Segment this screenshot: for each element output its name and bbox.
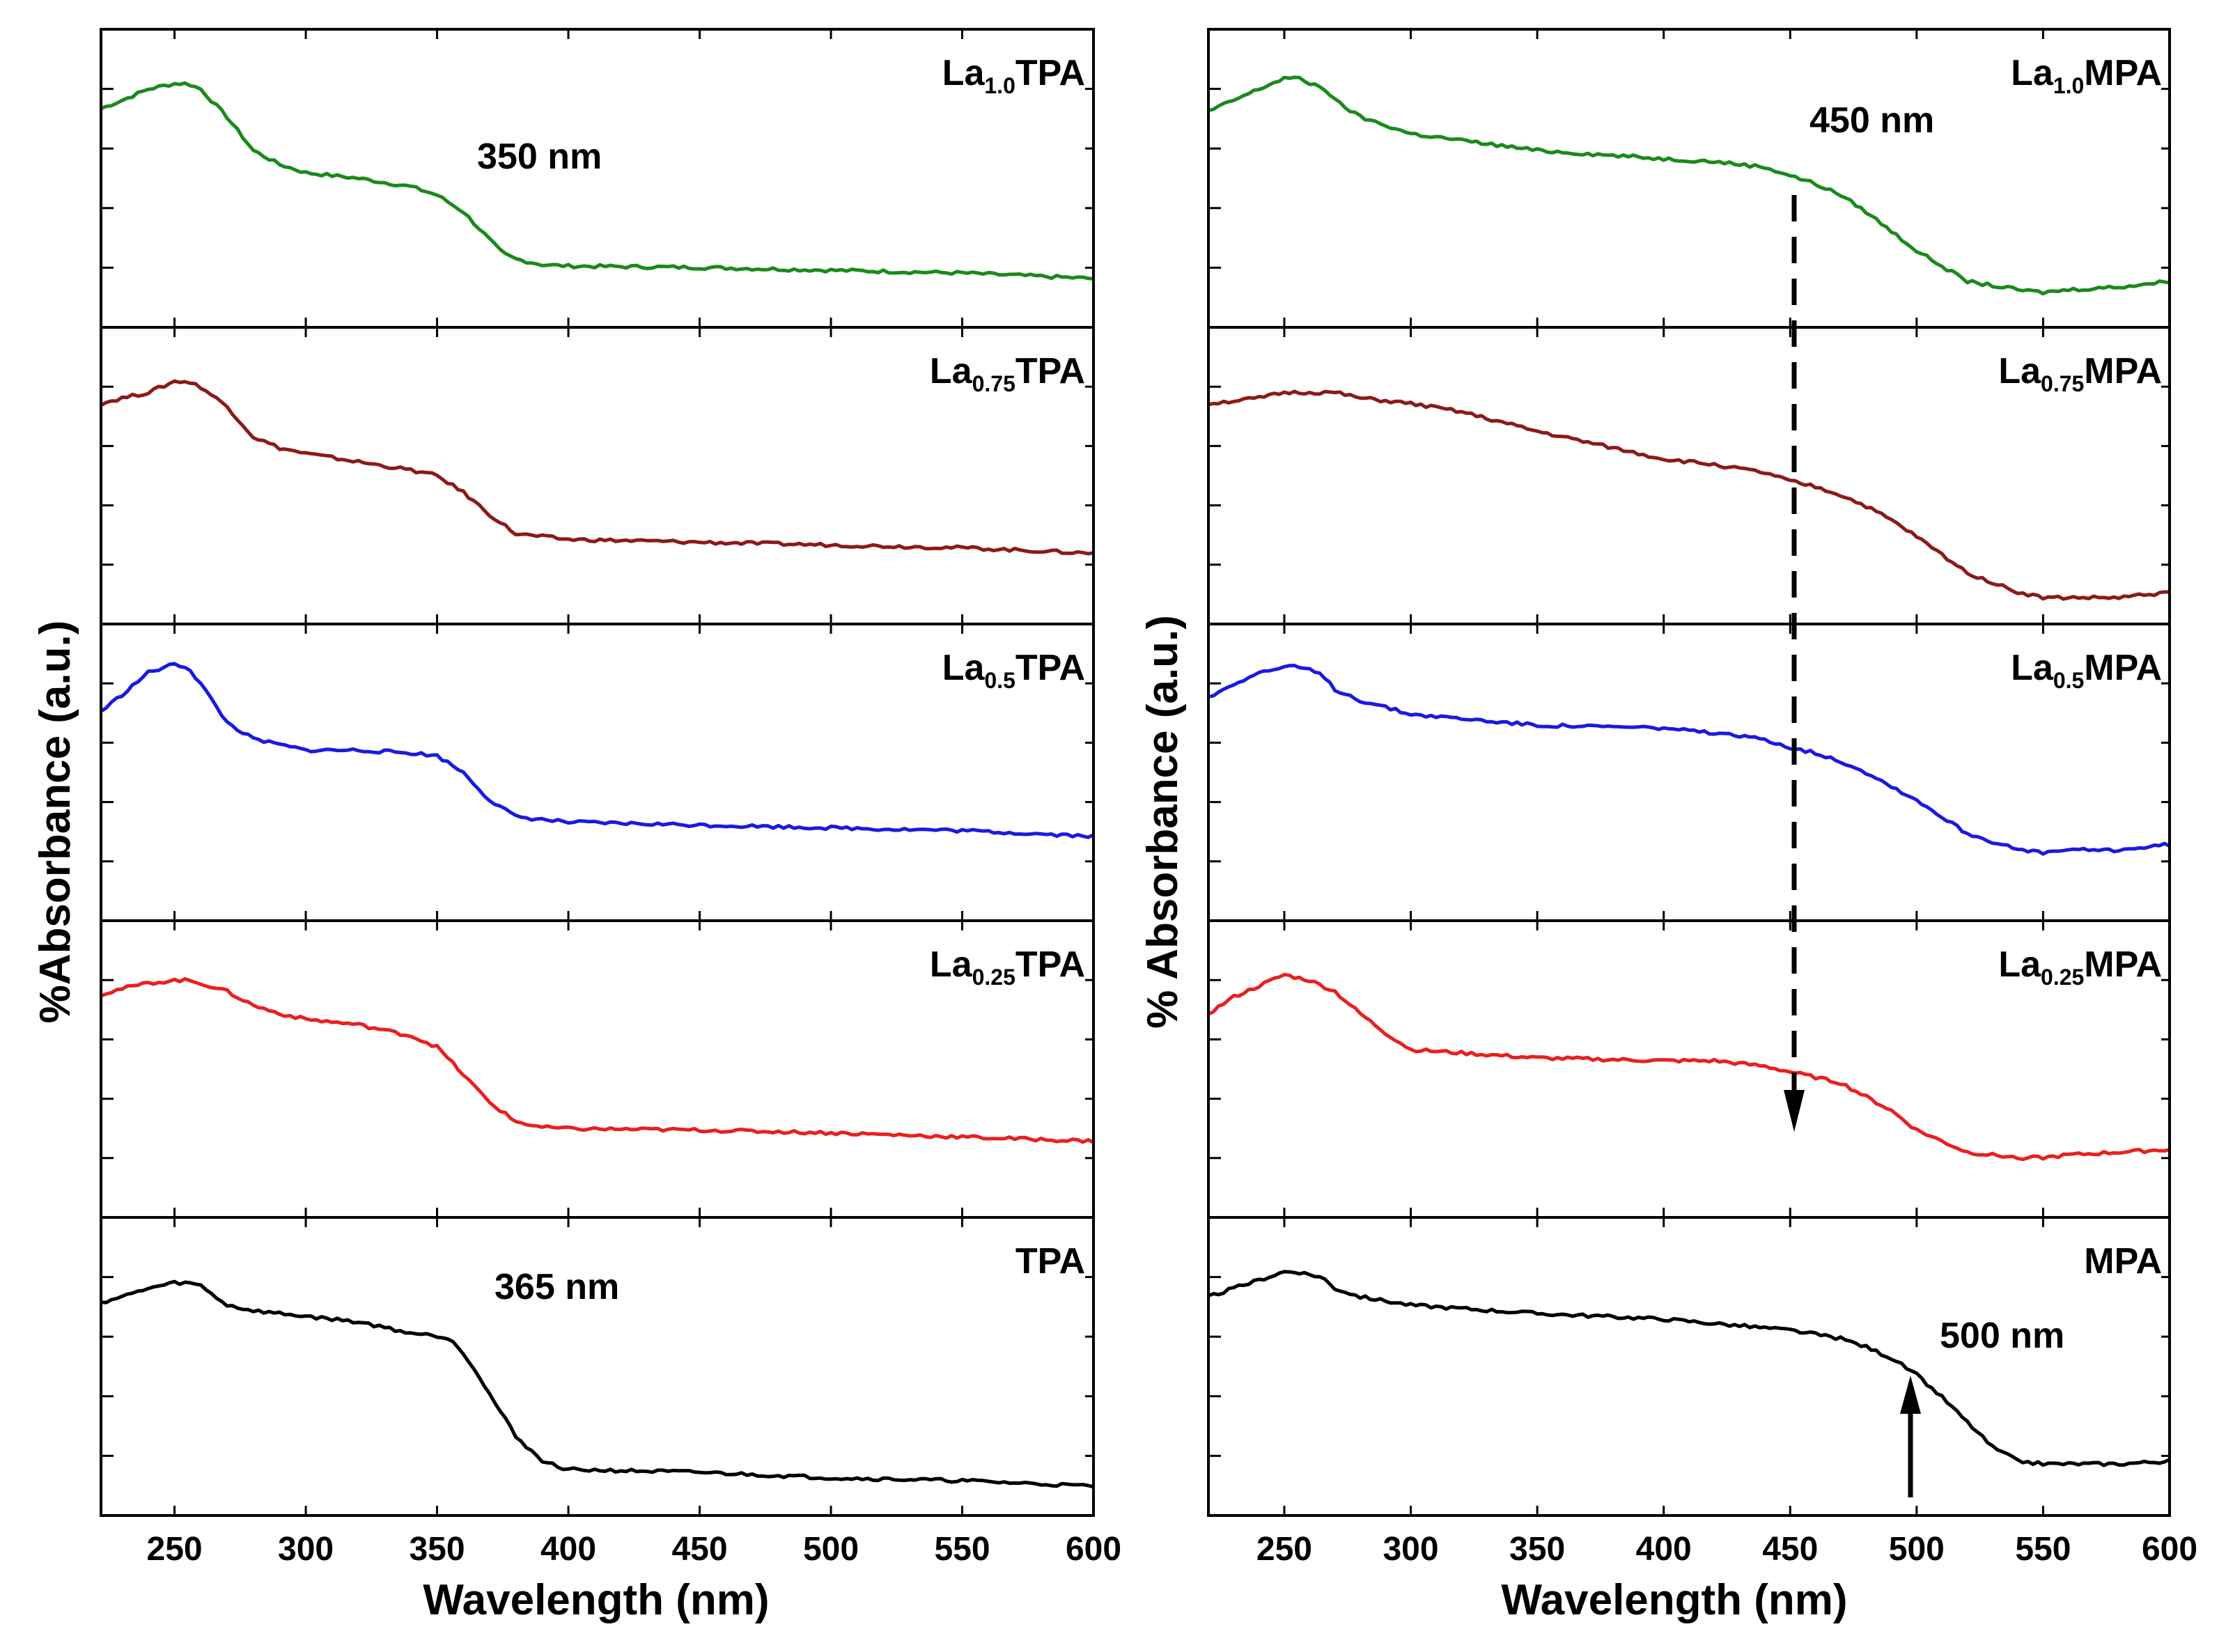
left-series-la0.75tpa bbox=[100, 379, 1094, 556]
left-chart: La1.0TPA La0.75TPA La0.5TPA La0.25TPA TP… bbox=[31, 28, 1122, 1624]
x-tick-label-500: 500 bbox=[803, 1531, 859, 1568]
right-x-axis-title: Wavelength (nm) bbox=[1501, 1576, 1847, 1624]
panel-label-la1.0mpa: La1.0MPA bbox=[2011, 53, 2162, 98]
right-x-tick-labels: 250 300 350 400 450 500 550 600 bbox=[1256, 1531, 2197, 1568]
dashed-arrow-head bbox=[1784, 1090, 1805, 1132]
annotation-500nm: 500 nm bbox=[1940, 1316, 2064, 1356]
right-panel-la0.75mpa: La0.75MPA bbox=[1207, 326, 2171, 625]
x-tick-label-450: 450 bbox=[1762, 1531, 1818, 1568]
x-tick-label-250: 250 bbox=[1256, 1531, 1312, 1568]
right-panel-mpa: MPA bbox=[1207, 1216, 2171, 1517]
panel-label-la0.25mpa: La0.25MPA bbox=[1998, 944, 2162, 990]
x-tick-label-450: 450 bbox=[671, 1531, 727, 1568]
left-x-axis-title: Wavelength (nm) bbox=[423, 1576, 769, 1624]
x-tick-label-600: 600 bbox=[2142, 1531, 2197, 1568]
left-x-tick-labels: 250 300 350 400 450 500 550 600 bbox=[147, 1531, 1122, 1568]
left-series-tpa bbox=[100, 1279, 1094, 1489]
annotation-450nm: 450 nm bbox=[1809, 100, 1934, 141]
right-y-axis-title: % Absorbance (a.u.) bbox=[1139, 615, 1187, 1029]
panel-label-la0.5mpa: La0.5MPA bbox=[2011, 648, 2162, 693]
panel-label-tpa: TPA bbox=[1015, 1241, 1085, 1281]
annotation-365nm: 365 nm bbox=[495, 1267, 619, 1307]
x-tick-label-600: 600 bbox=[1066, 1531, 1121, 1568]
left-panel-la0.75tpa: La0.75TPA bbox=[100, 326, 1095, 625]
left-series-la0.5tpa bbox=[100, 662, 1095, 839]
left-panel-la0.5tpa: La0.5TPA bbox=[100, 623, 1095, 922]
panel-label-mpa: MPA bbox=[2084, 1241, 2162, 1281]
x-tick-label-400: 400 bbox=[540, 1531, 596, 1568]
x-tick-label-500: 500 bbox=[1889, 1531, 1945, 1568]
right-series-mpa bbox=[1208, 1270, 2171, 1467]
panel-label-la0.25tpa: La0.25TPA bbox=[930, 944, 1085, 990]
right-series-la1.0mpa bbox=[1208, 75, 2170, 296]
panel-label-la0.75mpa: La0.75MPA bbox=[1998, 351, 2162, 396]
x-tick-label-250: 250 bbox=[147, 1531, 203, 1568]
x-tick-label-400: 400 bbox=[1636, 1531, 1692, 1568]
right-panel-la0.25mpa: La0.25MPA bbox=[1207, 919, 2171, 1219]
x-tick-label-300: 300 bbox=[1383, 1531, 1438, 1568]
right-panel-la0.5mpa: La0.5MPA bbox=[1207, 623, 2171, 922]
solid-arrow-head bbox=[1900, 1376, 1921, 1414]
left-panel-tpa: TPA bbox=[100, 1216, 1095, 1517]
x-tick-label-550: 550 bbox=[934, 1531, 990, 1568]
x-tick-label-350: 350 bbox=[1509, 1531, 1565, 1568]
panel-label-la0.5tpa: La0.5TPA bbox=[942, 648, 1085, 693]
x-tick-label-300: 300 bbox=[278, 1531, 334, 1568]
left-panel-la1.0tpa: La1.0TPA bbox=[100, 28, 1095, 329]
left-y-axis-title: %Absorbance (a.u.) bbox=[31, 621, 79, 1024]
right-series-la0.75mpa bbox=[1208, 389, 2170, 601]
left-series-la1.0tpa bbox=[100, 81, 1094, 281]
panel-label-la1.0tpa: La1.0TPA bbox=[942, 53, 1085, 98]
x-tick-label-550: 550 bbox=[2015, 1531, 2071, 1568]
left-panel-la0.25tpa: La0.25TPA bbox=[100, 919, 1095, 1219]
panel-label-la0.75tpa: La0.75TPA bbox=[930, 351, 1085, 396]
x-tick-label-350: 350 bbox=[409, 1531, 465, 1568]
right-chart: La1.0MPA La0.75MPA La0.5MPA La0.25MPA MP… bbox=[1139, 28, 2197, 1624]
right-panel-la1.0mpa: La1.0MPA bbox=[1207, 28, 2171, 329]
right-series-la0.5mpa bbox=[1208, 664, 2171, 856]
left-series-la0.25tpa bbox=[100, 977, 1095, 1144]
right-series-la0.25mpa bbox=[1207, 972, 2170, 1162]
annotation-350nm: 350 nm bbox=[477, 137, 602, 177]
